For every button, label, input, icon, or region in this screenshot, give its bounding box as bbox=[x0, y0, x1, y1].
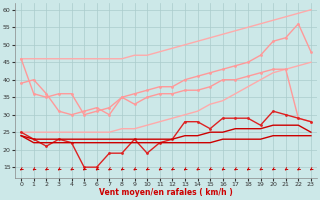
X-axis label: Vent moyen/en rafales ( km/h ): Vent moyen/en rafales ( km/h ) bbox=[99, 188, 233, 197]
